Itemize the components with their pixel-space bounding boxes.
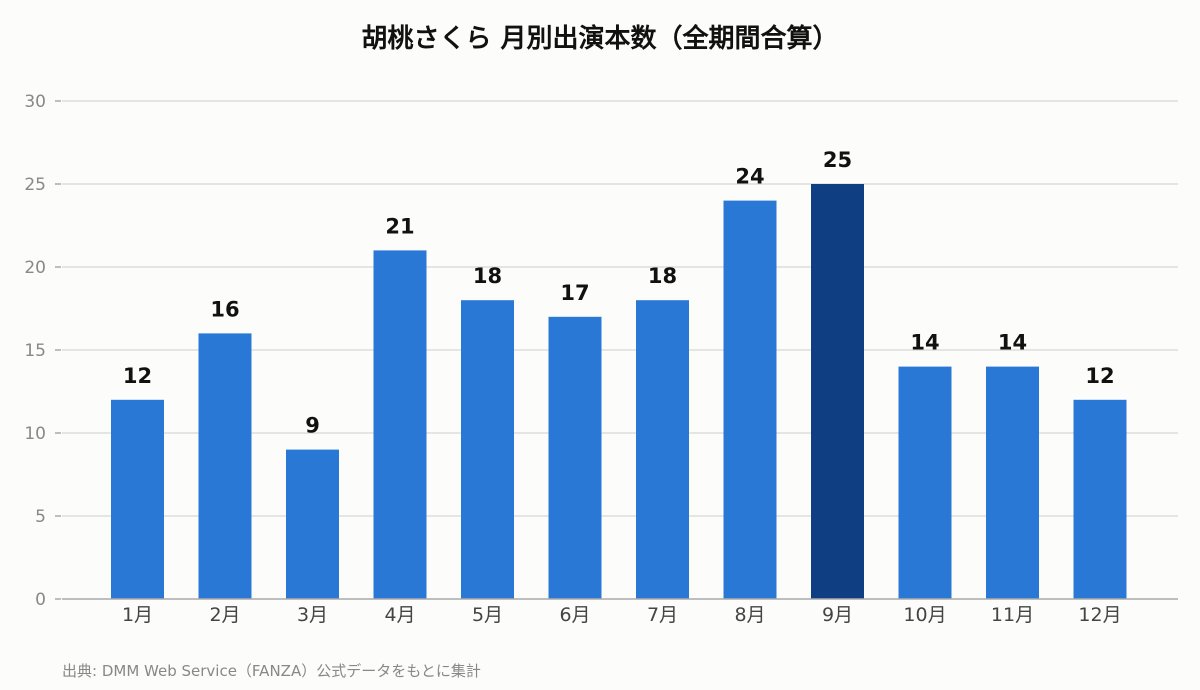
x-tick-label: 3月 [297,604,328,626]
bar [636,300,689,599]
bar [373,250,427,599]
bars [111,184,1127,599]
y-tick-label: 15 [24,341,46,361]
y-axis: 0 5 10 15 20 25 30 [24,92,61,610]
data-label: 21 [385,214,414,238]
y-tick-label: 25 [24,175,46,195]
bar [1073,399,1127,599]
bar [811,184,864,599]
bar [548,316,602,599]
x-tick-label: 5月 [472,604,503,626]
data-label: 9 [305,414,320,438]
y-tick-label: 10 [24,424,46,444]
x-tick-label: 10月 [903,604,946,626]
data-labels: 12 16 9 21 18 17 18 24 25 14 14 12 [123,148,1115,438]
bar [198,333,252,599]
data-label: 18 [473,264,502,288]
y-tick-label: 0 [35,590,46,610]
data-label: 12 [1085,364,1114,388]
data-label: 17 [560,281,589,305]
data-label: 24 [735,165,764,189]
x-axis: 1月 2月 3月 4月 5月 6月 7月 8月 9月 10月 11月 12月 [62,598,1178,626]
data-label: 16 [210,297,239,321]
bar [986,366,1039,599]
bar [111,399,164,599]
x-tick-label: 7月 [647,604,678,626]
y-tick-label: 5 [35,507,46,527]
x-tick-label: 9月 [822,604,853,626]
x-tick-label: 1月 [122,604,153,626]
x-tick-label: 4月 [384,604,415,626]
bar [461,300,514,599]
bar [286,449,339,599]
y-tick-label: 20 [24,258,46,278]
x-tick-label: 11月 [991,604,1034,626]
x-tick-label: 12月 [1078,604,1121,626]
data-label: 25 [823,148,852,172]
data-label: 18 [648,264,677,288]
data-label: 14 [998,331,1027,355]
bar [723,200,777,599]
source-note: 出典: DMM Web Service（FANZA）公式データをもとに集計 [62,662,481,680]
bar [898,366,952,599]
chart-title: 胡桃さくら 月別出演本数（全期間合算） [361,24,839,54]
x-tick-label: 6月 [559,604,590,626]
data-label: 12 [123,364,152,388]
x-tick-label: 8月 [734,604,765,626]
data-label: 14 [910,331,939,355]
y-tick-label: 30 [24,92,46,112]
x-tick-label: 2月 [209,604,240,626]
